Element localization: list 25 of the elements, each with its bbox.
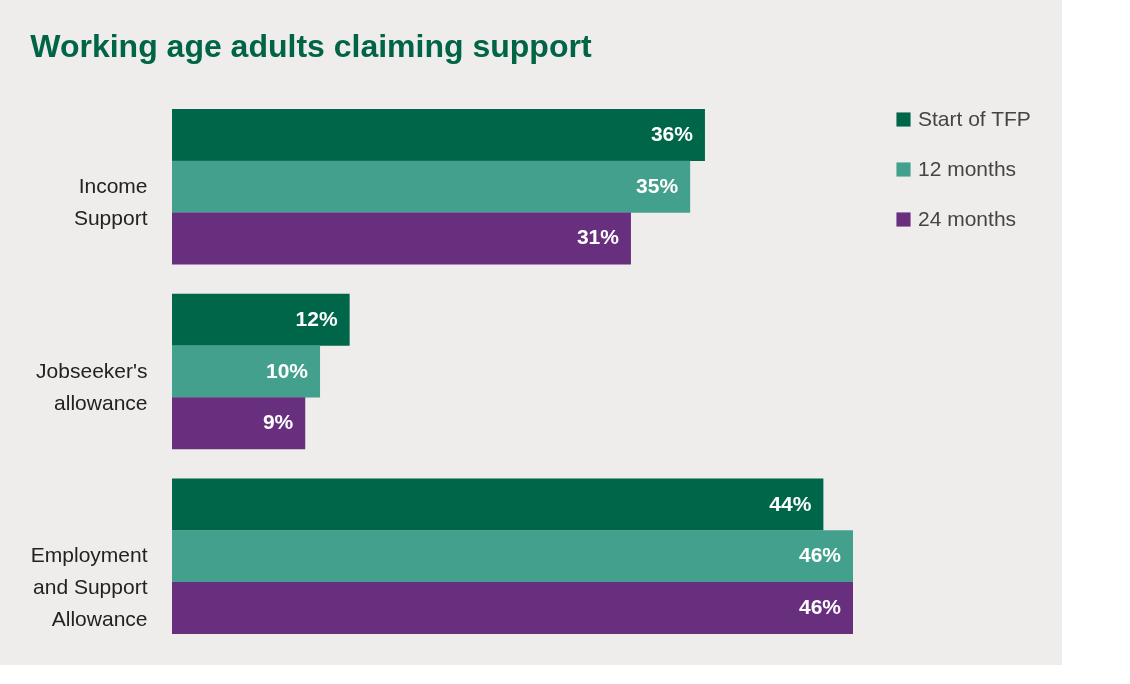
data-label: 44%	[769, 491, 812, 515]
data-label: 35%	[636, 173, 679, 197]
bar	[172, 582, 853, 635]
bar	[172, 397, 306, 450]
legend-label: 12 months	[918, 156, 1017, 180]
bar	[172, 345, 321, 398]
data-label: 10%	[266, 358, 309, 382]
y-tick-label: Employment and Support Allowance	[30, 543, 148, 631]
data-label: 12%	[295, 306, 338, 330]
y-tick-label: Income Support	[73, 173, 148, 229]
data-label: 9%	[262, 410, 294, 434]
y-tick-label: Jobseeker's allowance	[36, 358, 148, 414]
data-label: 36%	[650, 121, 694, 145]
bar	[172, 478, 824, 531]
data-label: 46%	[798, 543, 842, 567]
bar	[172, 160, 691, 213]
chart-title: Working age adults claiming support	[30, 27, 592, 64]
data-label: 31%	[576, 225, 620, 249]
bar	[172, 293, 350, 346]
legend-label: Start of TFP	[918, 106, 1031, 130]
bar	[172, 212, 631, 265]
legend-label: 24 months	[918, 206, 1017, 230]
bar	[172, 108, 705, 161]
data-label: 46%	[798, 595, 842, 619]
bar	[172, 530, 853, 583]
